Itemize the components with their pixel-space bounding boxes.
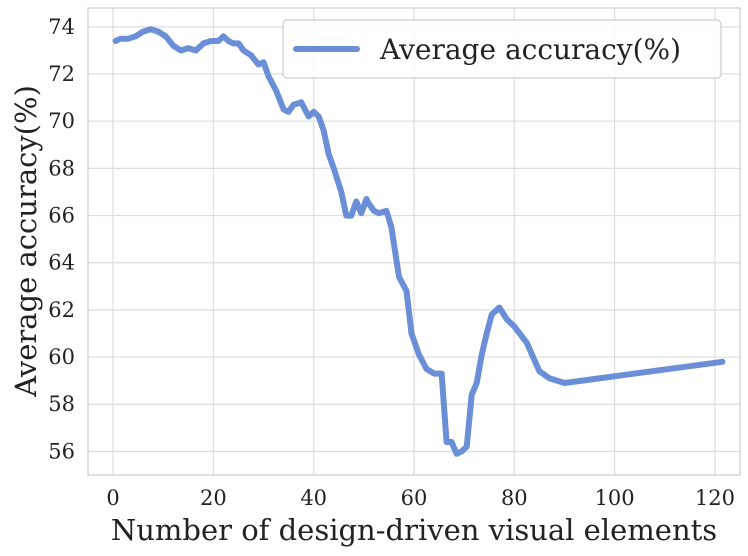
legend-label: Average accuracy(%) [379,33,681,66]
x-tick-labels: 0 20 40 60 80 100 120 [106,486,735,510]
y-tick-labels: 56 58 60 62 64 66 68 70 72 74 [48,15,75,464]
x-tick-label: 120 [695,486,735,510]
grid-lines [88,8,740,475]
x-axis-label: Number of design-driven visual elements [111,513,717,547]
legend: Average accuracy(%) [282,19,722,79]
y-tick-label: 58 [48,392,75,416]
y-tick-label: 72 [48,62,75,86]
x-tick-label: 100 [595,486,635,510]
x-tick-label: 0 [106,486,119,510]
series-group [112,26,726,457]
y-tick-label: 56 [48,439,75,463]
y-tick-label: 62 [48,298,75,322]
series-line [112,26,726,457]
y-tick-label: 68 [48,156,75,180]
y-tick-label: 66 [48,204,75,228]
x-tick-label: 40 [300,486,327,510]
legend-box [282,19,722,79]
y-tick-label: 70 [48,109,75,133]
y-tick-label: 64 [48,251,75,275]
plot-area-frame [87,7,741,476]
y-tick-label: 60 [48,345,75,369]
y-tick-label: 74 [48,15,75,39]
x-tick-label: 20 [200,486,227,510]
x-tick-label: 80 [501,486,528,510]
y-axis-label: Average accuracy(%) [9,85,43,398]
x-tick-label: 60 [401,486,428,510]
